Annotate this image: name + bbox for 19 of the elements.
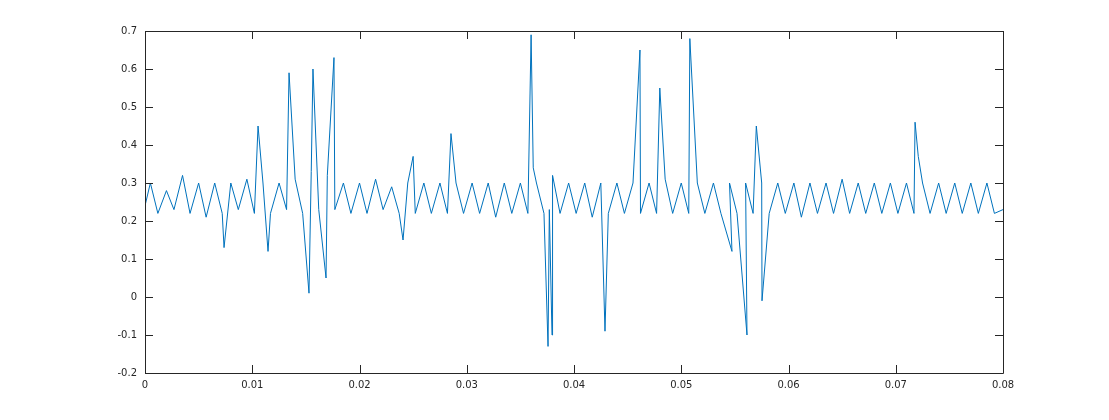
y-tick-label: 0.4	[121, 138, 137, 150]
x-tick-label: 0.03	[455, 378, 478, 390]
y-tick-label: 0.7	[121, 24, 137, 36]
y-tick-label: 0.1	[121, 252, 137, 264]
x-tick-label: 0.01	[241, 378, 264, 390]
x-tick-label: 0.05	[670, 378, 693, 390]
x-tick-label: 0.02	[348, 378, 371, 390]
y-tick-label: 0	[130, 290, 137, 302]
y-tick-label: 0.2	[121, 214, 137, 226]
x-tick-label: 0	[141, 378, 149, 390]
y-tick-label: 0.5	[121, 100, 137, 112]
x-tick-label: 0.04	[562, 378, 586, 390]
y-tick-label: -0.1	[117, 328, 137, 340]
x-tick-label: 0.06	[777, 378, 800, 390]
y-tick-label: 0.6	[121, 62, 137, 74]
y-tick-label: 0.3	[121, 176, 137, 188]
y-tick-label: -0.2	[117, 366, 137, 378]
x-tick-label: 0.08	[991, 378, 1015, 390]
x-tick-label: 0.07	[884, 378, 907, 390]
